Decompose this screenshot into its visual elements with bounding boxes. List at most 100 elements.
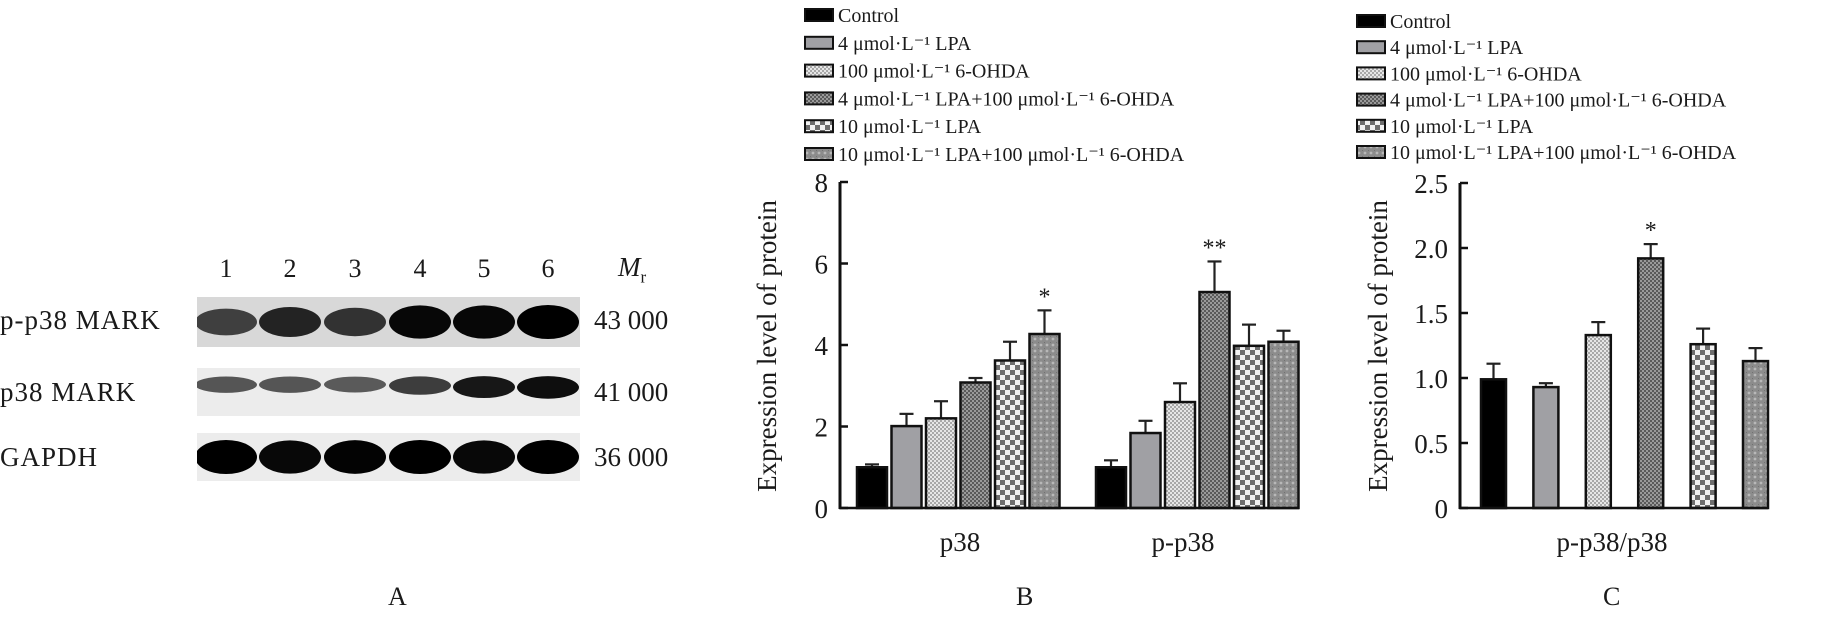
- y-axis-label: Expression level of protein: [1363, 200, 1393, 492]
- mr-header: Mr: [618, 252, 646, 287]
- blot-band: [453, 376, 515, 399]
- blot-band: [517, 376, 579, 399]
- bar: [1129, 431, 1162, 510]
- blot-band: [324, 307, 386, 337]
- lane-number: 4: [413, 254, 427, 283]
- legend-label: 4 μmol·L⁻¹ LPA+100 μmol·L⁻¹ 6-OHDA: [1390, 90, 1727, 112]
- lane-number: 2: [283, 254, 297, 283]
- panel-label-a: A: [388, 582, 407, 611]
- legend-label: 10 μmol·L⁻¹ LPA: [838, 116, 982, 138]
- legend-swatch: [1356, 145, 1386, 159]
- legend-swatch: [1356, 118, 1386, 133]
- y-tick-label: 4: [815, 331, 829, 361]
- panel-label-b: B: [1016, 582, 1034, 611]
- panel-label-c: C: [1603, 582, 1621, 611]
- legend-swatch: [804, 35, 834, 50]
- bar: [1267, 340, 1300, 510]
- significance-marker: *: [1645, 218, 1657, 244]
- bar: [855, 466, 889, 510]
- bar: [1584, 333, 1613, 510]
- molecular-weight: 36 000: [594, 442, 669, 472]
- y-tick-label: 2: [815, 413, 829, 443]
- y-tick-label: 8: [815, 168, 829, 198]
- legend-label: 100 μmol·L⁻¹ 6-OHDA: [838, 61, 1030, 83]
- lane-number: 5: [477, 254, 491, 283]
- legend-swatch: [1356, 92, 1386, 107]
- significance-marker: *: [1039, 284, 1051, 310]
- legend-label: Control: [1390, 11, 1452, 33]
- legend-swatch: [804, 147, 834, 161]
- legend-c: Control 4 μmol·L⁻¹ LPA 100 μmol·L⁻¹ 6-OHDA…: [1356, 11, 1737, 164]
- x-category-label: p38: [940, 527, 981, 557]
- bar: [1232, 344, 1266, 510]
- blot-band: [197, 308, 257, 336]
- bar: [1479, 378, 1508, 510]
- bar: [924, 417, 958, 510]
- y-tick-label: 2.5: [1414, 169, 1448, 199]
- y-tick-label: 2.0: [1414, 234, 1448, 264]
- y-tick-label: 6: [815, 250, 829, 280]
- legend-swatch: [804, 8, 834, 22]
- bar: [1532, 385, 1560, 510]
- x-category-label: p-p38/p38: [1557, 527, 1668, 557]
- bar: [959, 381, 992, 510]
- y-tick-label: 0.5: [1414, 429, 1448, 459]
- legend-label: 10 μmol·L⁻¹ LPA: [1390, 116, 1534, 138]
- legend-label: Control: [838, 5, 900, 27]
- legend-label: 4 μmol·L⁻¹ LPA: [838, 33, 972, 55]
- blot-band: [197, 440, 257, 474]
- blot-background: [197, 368, 580, 416]
- legend-swatch: [1356, 40, 1386, 55]
- legend-label: 4 μmol·L⁻¹ LPA: [1390, 37, 1524, 59]
- blot-band: [453, 440, 515, 474]
- blot-band: [453, 305, 515, 339]
- chart-c: Expression level of protein 0 0.5 1.0 1.5 2.…: [1363, 169, 1770, 557]
- blot-strip-p-p38: [197, 297, 580, 347]
- blot-row-label: GAPDH: [0, 442, 99, 472]
- legend-label: 10 μmol·L⁻¹ LPA+100 μmol·L⁻¹ 6-OHDA: [838, 144, 1185, 166]
- blot-band: [197, 376, 257, 393]
- blot-band: [324, 440, 386, 474]
- legend-swatch: [1356, 66, 1386, 81]
- blot-band: [389, 376, 451, 395]
- blot-band: [517, 305, 579, 339]
- y-tick-label: 0: [1435, 494, 1449, 524]
- y-axis-label: Expression level of protein: [752, 200, 782, 492]
- y-tick-label: 1.5: [1414, 299, 1448, 329]
- bar: [890, 424, 923, 510]
- bar: [993, 359, 1027, 510]
- mr-subscript: r: [640, 267, 647, 287]
- blot-strip-p38: [197, 368, 580, 416]
- blot-band: [389, 305, 451, 339]
- blot-band: [389, 440, 451, 474]
- blot-band: [259, 307, 321, 337]
- blot-row-label: p-p38 MARK: [0, 305, 161, 335]
- bar: [1094, 466, 1128, 510]
- blot-strip-gapdh: [197, 433, 580, 481]
- bar: [1636, 257, 1665, 510]
- legend-swatch: [1356, 14, 1386, 28]
- legend-label: 4 μmol·L⁻¹ LPA+100 μmol·L⁻¹ 6-OHDA: [838, 88, 1175, 110]
- blot-band: [324, 376, 386, 393]
- bar: [1198, 290, 1231, 510]
- molecular-weight: 41 000: [594, 377, 669, 407]
- bar: [1028, 332, 1061, 510]
- y-tick-label: 0: [815, 494, 829, 524]
- molecular-weight: 43 000: [594, 305, 669, 335]
- legend-swatch: [804, 119, 834, 134]
- legend-label: 100 μmol·L⁻¹ 6-OHDA: [1390, 63, 1582, 85]
- blot-row-label: p38 MARK: [0, 377, 137, 407]
- bar: [1163, 400, 1197, 510]
- lane-number: 3: [348, 254, 362, 283]
- y-tick-label: 1.0: [1414, 364, 1448, 394]
- x-category-label: p-p38: [1152, 527, 1215, 557]
- legend-swatch: [804, 91, 834, 106]
- significance-marker: **: [1203, 235, 1227, 261]
- lane-number: 6: [541, 254, 555, 283]
- bar: [1689, 342, 1717, 510]
- mr-label: M: [618, 252, 641, 282]
- legend-b: Control 4 μmol·L⁻¹ LPA 100 μmol·L⁻¹ 6-OHDA…: [804, 5, 1185, 166]
- lane-number: 1: [219, 254, 233, 283]
